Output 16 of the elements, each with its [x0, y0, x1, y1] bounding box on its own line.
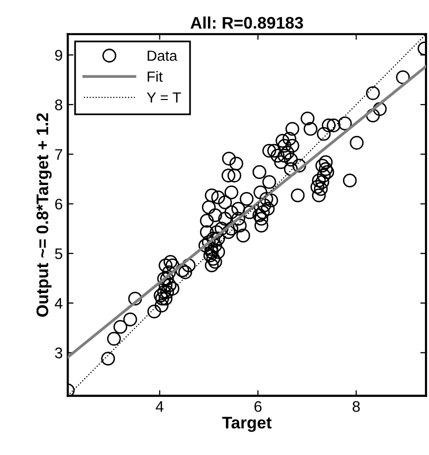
legend-label: Fit	[148, 71, 163, 82]
y-tick-label: 8	[55, 99, 62, 110]
chart-title: All: R=0.89183	[190, 16, 304, 29]
y-tick-label: 9	[55, 50, 62, 61]
y-tick-label: 5	[55, 248, 62, 260]
y-tick-label: 4	[54, 298, 62, 309]
x-tick-label: 4	[156, 401, 164, 412]
y-axis-title: Output ~= 0.8*Target + 1.2	[36, 113, 52, 317]
x-tick-label: 8	[352, 401, 360, 412]
y-tick-label: 3	[55, 348, 62, 358]
y-tick-label: 7	[55, 149, 62, 160]
legend-label: Data	[148, 50, 178, 61]
y-tick-label: 6	[55, 198, 62, 210]
x-tick-label: 6	[254, 401, 262, 412]
x-axis-title: Target	[222, 416, 272, 432]
legend-label: Y = T	[146, 92, 181, 103]
